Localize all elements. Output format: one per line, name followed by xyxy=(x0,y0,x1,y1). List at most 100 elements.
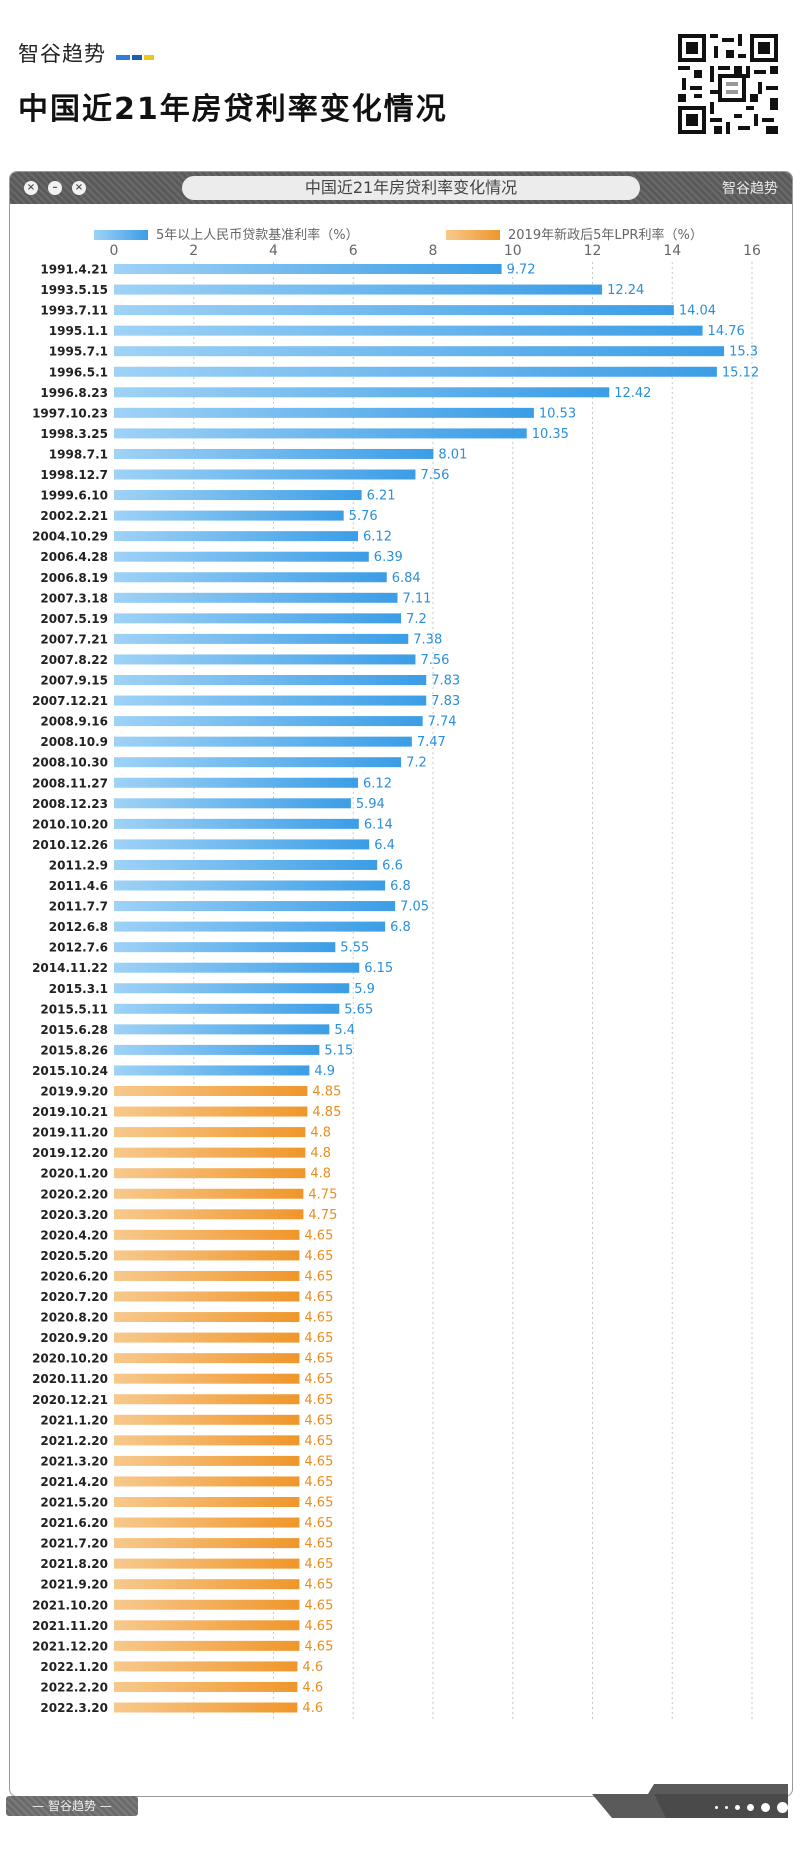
bar xyxy=(114,1538,300,1549)
bar-value-label: 7.05 xyxy=(400,900,429,915)
bar xyxy=(114,654,416,665)
bar xyxy=(114,1024,330,1035)
category-label: 1996.8.23 xyxy=(40,386,108,400)
bar-value-label: 4.75 xyxy=(308,1208,337,1223)
bar xyxy=(114,1373,300,1384)
bar xyxy=(114,1332,300,1343)
bar-value-label: 5.65 xyxy=(344,1002,373,1017)
bar-value-label: 4.65 xyxy=(304,1537,333,1552)
x-tick-label: 8 xyxy=(429,243,438,259)
bar-value-label: 7.56 xyxy=(420,468,449,483)
window-title-bar: × – × 中国近21年房贷利率变化情况 智谷趋势 xyxy=(10,172,792,204)
category-label: 2019.9.20 xyxy=(40,1085,108,1099)
category-label: 2022.1.20 xyxy=(40,1660,108,1674)
bar-value-label: 8.01 xyxy=(438,447,467,462)
category-label: 2006.4.28 xyxy=(40,550,108,564)
category-label: 2007.3.18 xyxy=(40,591,108,605)
category-label: 2019.11.20 xyxy=(32,1126,108,1140)
category-label: 2022.3.20 xyxy=(40,1701,108,1715)
bar-value-label: 6.12 xyxy=(363,776,392,791)
pagination-dots xyxy=(715,1802,788,1813)
bar xyxy=(114,428,527,439)
bar xyxy=(114,387,610,398)
bar-value-label: 6.8 xyxy=(390,879,411,894)
category-label: 2020.1.20 xyxy=(40,1167,108,1181)
category-label: 2011.4.6 xyxy=(49,879,108,893)
bar xyxy=(114,777,359,788)
bar-value-label: 4.65 xyxy=(304,1496,333,1511)
bar-value-label: 14.04 xyxy=(679,304,716,319)
bar xyxy=(114,1312,300,1323)
bar xyxy=(114,942,336,953)
category-label: 1999.6.10 xyxy=(40,489,108,503)
bar-value-label: 4.65 xyxy=(304,1290,333,1305)
chart-window: × – × 中国近21年房贷利率变化情况 智谷趋势 5年以上人民币贷款基准利率（… xyxy=(9,171,793,1797)
bar-value-label: 4.65 xyxy=(304,1269,333,1284)
bar xyxy=(114,1414,300,1425)
category-label: 2021.5.20 xyxy=(40,1496,108,1510)
bar xyxy=(114,1353,300,1364)
bar xyxy=(114,716,423,727)
dot-icon xyxy=(777,1802,788,1813)
minimize-icon[interactable]: – xyxy=(48,181,62,195)
dot-icon xyxy=(725,1806,728,1809)
legend-label: 2019年新政后5年LPR利率（%） xyxy=(508,227,703,243)
category-label: 2008.10.9 xyxy=(40,735,108,749)
category-label: 1998.7.1 xyxy=(49,447,108,461)
category-label: 2021.6.20 xyxy=(40,1516,108,1530)
category-label: 2021.4.20 xyxy=(40,1475,108,1489)
bar xyxy=(114,1147,306,1158)
bar-value-label: 5.94 xyxy=(356,797,385,812)
bar-value-label: 4.65 xyxy=(304,1311,333,1326)
bar xyxy=(114,1455,300,1466)
bar xyxy=(114,1291,300,1302)
bar-value-label: 6.84 xyxy=(392,571,421,586)
bar-value-label: 5.55 xyxy=(340,941,369,956)
category-label: 2011.7.7 xyxy=(49,900,108,914)
bar xyxy=(114,1188,304,1199)
bar-value-label: 4.6 xyxy=(302,1660,323,1675)
bar xyxy=(114,1003,340,1014)
category-label: 2020.5.20 xyxy=(40,1249,108,1263)
bar-value-label: 6.14 xyxy=(364,817,393,832)
legend-label: 5年以上人民币贷款基准利率（%） xyxy=(156,227,359,243)
bar-value-label: 6.21 xyxy=(367,489,396,504)
bar-value-label: 15.12 xyxy=(722,365,759,380)
category-label: 2008.10.30 xyxy=(32,756,108,770)
bar-value-label: 15.3 xyxy=(729,345,758,360)
bar xyxy=(114,1209,304,1220)
category-label: 2012.6.8 xyxy=(49,920,108,934)
x-tick-label: 12 xyxy=(584,243,602,259)
bar-value-label: 4.65 xyxy=(304,1516,333,1531)
close-icon[interactable]: × xyxy=(24,181,38,195)
bar xyxy=(114,551,369,562)
category-label: 2021.12.20 xyxy=(32,1639,108,1653)
window-title: 中国近21年房贷利率变化情况 xyxy=(182,176,640,200)
bar xyxy=(114,1661,298,1672)
maximize-icon[interactable]: × xyxy=(72,181,86,195)
category-label: 2020.2.20 xyxy=(40,1187,108,1201)
category-label: 2020.12.21 xyxy=(32,1393,108,1407)
bar-value-label: 4.85 xyxy=(312,1105,341,1120)
bar xyxy=(114,901,396,912)
bar xyxy=(114,798,351,809)
bar xyxy=(114,1250,300,1261)
category-label: 2007.5.19 xyxy=(40,612,108,626)
category-label: 2021.9.20 xyxy=(40,1578,108,1592)
bar xyxy=(114,407,534,418)
bar xyxy=(114,264,502,274)
bar xyxy=(114,818,359,829)
category-label: 1995.1.1 xyxy=(49,324,108,338)
bar-value-label: 5.4 xyxy=(334,1023,355,1038)
window-logo: 智谷趋势 xyxy=(722,181,778,197)
bar xyxy=(114,1640,300,1651)
category-label: 2007.7.21 xyxy=(40,632,108,646)
category-label: 2020.7.20 xyxy=(40,1290,108,1304)
bar-value-label: 5.76 xyxy=(349,509,378,524)
legend-swatch xyxy=(446,230,500,240)
bar xyxy=(114,1517,300,1528)
category-label: 2019.10.21 xyxy=(32,1105,108,1119)
dot-icon xyxy=(761,1803,770,1812)
bar xyxy=(114,1270,300,1281)
bar-value-label: 4.65 xyxy=(304,1475,333,1490)
